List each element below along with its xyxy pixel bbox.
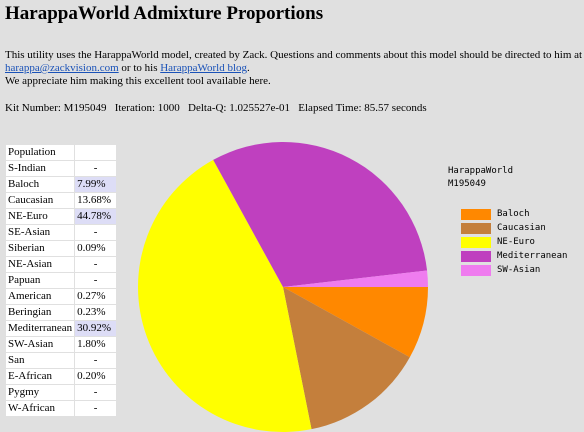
table-row: NE-Euro 44.78% (4, 208, 118, 225)
email-link[interactable]: harappa@zackvision.com (5, 62, 119, 74)
legend-entry: Mediterranean (461, 249, 567, 263)
legend-entry: SW-Asian (461, 263, 567, 277)
population-name: SE-Asian (4, 224, 76, 241)
legend-swatch (461, 222, 491, 234)
table-row: W-African - (4, 400, 118, 417)
legend-swatch (461, 208, 491, 220)
legend-title-line-2: M195049 (448, 179, 486, 189)
population-name: NE-Euro (4, 208, 76, 225)
legend-title-line-1: HarappaWorld (448, 166, 514, 176)
population-name: Papuan (4, 272, 76, 289)
population-value: 7.99% (74, 176, 118, 193)
population-value: - (74, 400, 118, 417)
table-row: Baloch 7.99% (4, 176, 118, 193)
chart-legend: Baloch Caucasian NE-Euro Mediterranean SW-As… (461, 207, 567, 277)
legend-entry: Caucasian (461, 221, 567, 235)
pie-slice-baloch (283, 287, 428, 358)
legend-label: Mediterranean (497, 251, 568, 261)
table-row: San - (4, 352, 118, 369)
legend-entry: Baloch (461, 207, 567, 221)
kit-info-line: Kit Number: M195049 Iteration: 1000 Delt… (5, 102, 427, 114)
population-name: American (4, 288, 76, 305)
appreciation-text: We appreciate him making this excellent … (5, 75, 271, 87)
pie-slice-sw-asian (283, 270, 428, 287)
legend-label: Caucasian (497, 223, 546, 233)
intro-text: This utility uses the HarappaWorld model… (5, 49, 584, 88)
legend-label: NE-Euro (497, 237, 535, 247)
population-name: Beringian (4, 304, 76, 321)
legend-entry: NE-Euro (461, 235, 567, 249)
table-row: American 0.27% (4, 288, 118, 305)
pie-slice-mediterranean (213, 141, 428, 287)
intro-part1: This utility uses the HarappaWorld model… (5, 49, 583, 61)
blog-link[interactable]: HarappaWorld blog (160, 62, 248, 74)
population-value: 44.78% (74, 208, 118, 225)
page-title: HarappaWorld Admixture Proportions (5, 3, 324, 24)
population-table: Population S-Indian - Baloch 7.99% Caucasian… (4, 144, 118, 417)
legend-label: Baloch (497, 209, 530, 219)
legend-swatch (461, 236, 491, 248)
legend-title: HarappaWorld M195049 (448, 165, 513, 191)
legend-label: SW-Asian (497, 265, 541, 275)
intro-part3: . (247, 62, 250, 74)
pie-slice-caucasian (283, 287, 410, 430)
table-row: E-African 0.20% (4, 368, 118, 385)
pie-slice-ne-euro (138, 159, 312, 432)
legend-swatch (461, 250, 491, 262)
table-row: NE-Asian - (4, 256, 118, 273)
legend-swatch (461, 264, 491, 276)
population-name: W-African (4, 400, 76, 417)
population-name: San (4, 352, 76, 369)
population-name: NE-Asian (4, 256, 76, 273)
intro-part2: or to his (118, 62, 161, 74)
table-row: Caucasian 13.68% (4, 192, 118, 209)
